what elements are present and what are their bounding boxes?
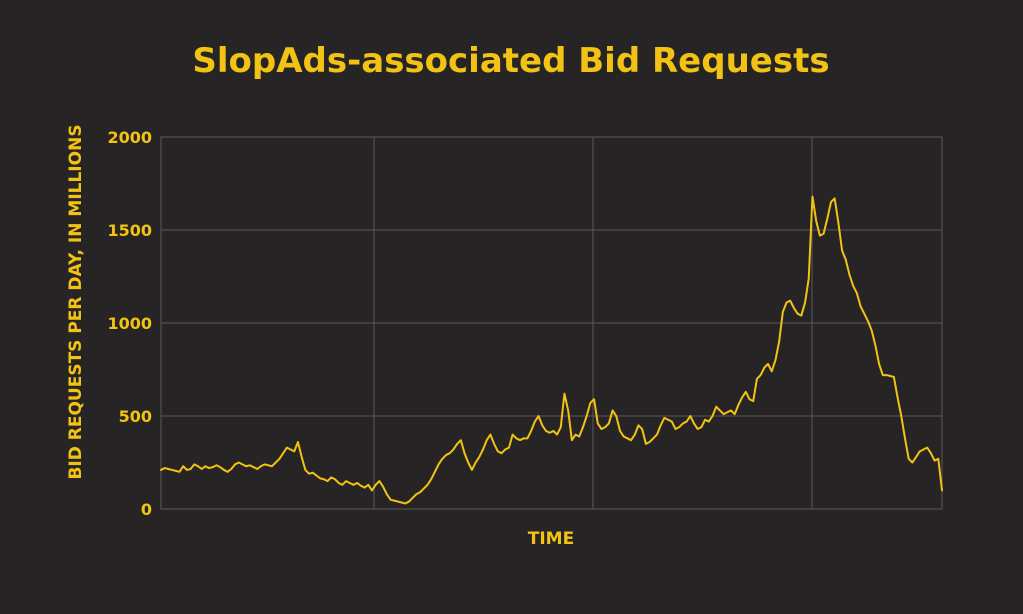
grid-lines [160,136,943,510]
y-tick-label: 1500 [107,221,152,240]
y-axis-label: BID REQUESTS PER DAY, IN MILLIONS [66,124,86,479]
y-tick-label: 1000 [107,314,152,333]
y-tick-label: 2000 [107,128,152,147]
y-tick-label: 0 [141,500,152,519]
x-axis-label: TIME [528,529,574,549]
chart-title: SlopAds-associated Bid Requests [192,41,829,81]
y-tick-label: 500 [119,407,152,426]
y-tick-labels: 0 500 1000 1500 2000 [107,128,152,519]
series-line [160,195,943,505]
